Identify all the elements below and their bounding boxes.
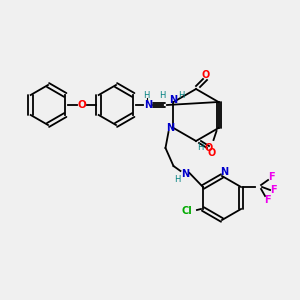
Text: N: N <box>220 167 228 177</box>
Text: H: H <box>159 92 165 100</box>
Text: O: O <box>208 148 216 158</box>
Text: O: O <box>78 100 86 110</box>
Text: N: N <box>167 123 175 133</box>
Text: F: F <box>268 172 274 182</box>
Text: N: N <box>144 100 152 110</box>
Text: O: O <box>204 143 213 153</box>
Text: F: F <box>270 185 276 195</box>
Text: H: H <box>197 143 204 152</box>
Text: Cl: Cl <box>182 206 192 216</box>
Text: N: N <box>182 169 190 179</box>
Text: N: N <box>169 95 178 105</box>
Text: H: H <box>174 175 181 184</box>
Text: F: F <box>264 195 270 205</box>
Text: H: H <box>143 92 149 100</box>
Text: H: H <box>178 91 185 100</box>
Text: O: O <box>202 70 210 80</box>
